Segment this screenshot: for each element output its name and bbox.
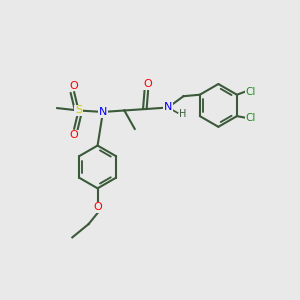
Text: O: O — [70, 80, 79, 91]
Text: O: O — [93, 202, 102, 212]
Text: O: O — [70, 130, 79, 140]
Text: O: O — [144, 79, 152, 89]
Text: Cl: Cl — [245, 112, 256, 123]
Text: H: H — [179, 109, 187, 119]
Text: Cl: Cl — [245, 87, 256, 97]
Text: N: N — [164, 103, 172, 112]
Text: N: N — [99, 107, 107, 117]
Text: S: S — [75, 106, 82, 116]
